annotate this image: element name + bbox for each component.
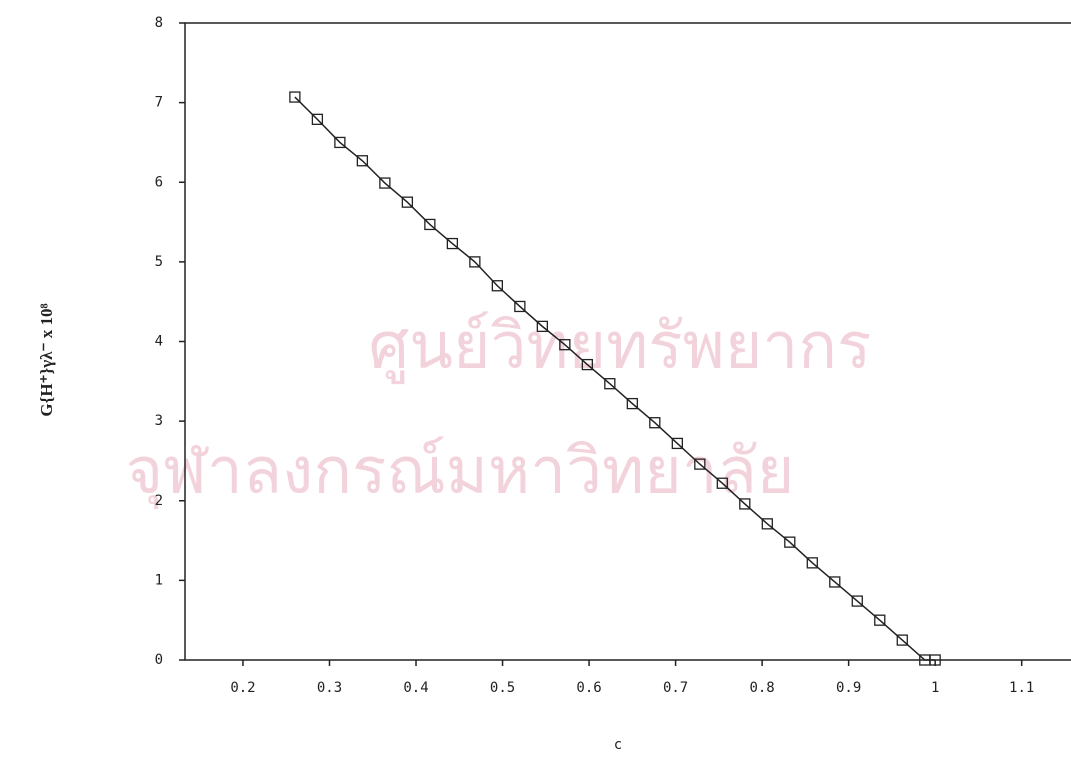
x-tick-label: 0.9 <box>836 680 861 696</box>
data-point <box>604 378 616 390</box>
x-tick-label: 0.2 <box>230 680 255 696</box>
data-point <box>716 477 728 489</box>
data-point <box>739 498 751 510</box>
x-tick-label: 0.6 <box>576 680 601 696</box>
y-tick-label: 3 <box>155 413 163 429</box>
data-point <box>806 557 818 569</box>
data-point <box>289 91 301 103</box>
y-tick-label: 2 <box>155 493 163 509</box>
data-point <box>536 320 548 333</box>
x-tick-label: 1.1 <box>1009 680 1034 696</box>
data-point <box>874 614 886 626</box>
data-point <box>514 300 526 313</box>
y-tick-label: 4 <box>155 334 163 350</box>
data-point <box>784 536 796 548</box>
x-tick-label: 1 <box>931 680 939 696</box>
x-tick-label: 0.4 <box>403 680 428 696</box>
data-line <box>294 96 936 661</box>
data-point <box>694 458 706 470</box>
data-point <box>401 196 414 208</box>
x-tick-label: 0.8 <box>749 680 774 696</box>
data-point <box>424 218 436 231</box>
data-point <box>446 237 459 250</box>
data-point <box>311 113 324 125</box>
data-point <box>851 595 863 607</box>
data-point <box>356 155 369 167</box>
data-point <box>671 437 683 450</box>
y-tick-label: 7 <box>155 95 163 111</box>
x-tick-label: 0.5 <box>490 680 515 696</box>
data-point <box>469 256 481 268</box>
y-axis-label: G{H⁺}γλ⁻ x 10⁸ <box>37 303 56 416</box>
data-point <box>581 358 593 371</box>
watermark: ศูนย์วิทยทรัพยากร <box>369 310 872 385</box>
data-point <box>761 518 773 530</box>
y-tick-label: 6 <box>155 174 163 190</box>
x-axis-label: c <box>614 737 622 753</box>
data-point <box>649 417 661 429</box>
y-tick-label: 8 <box>155 15 163 31</box>
data-point <box>829 576 841 588</box>
data-point <box>896 634 908 646</box>
y-tick-label: 5 <box>155 254 163 270</box>
watermark: จุฬาลงกรณ์มหาวิทยาลัย <box>126 435 795 510</box>
data-point <box>626 397 638 410</box>
x-tick-label: 0.7 <box>663 680 688 696</box>
data-point <box>929 654 941 666</box>
data-point <box>491 280 503 292</box>
data-point <box>559 339 571 351</box>
y-tick-label: 0 <box>155 652 163 668</box>
x-tick-label: 0.3 <box>317 680 342 696</box>
y-tick-label: 1 <box>155 572 163 588</box>
data-point <box>334 136 346 149</box>
data-point <box>379 177 391 189</box>
